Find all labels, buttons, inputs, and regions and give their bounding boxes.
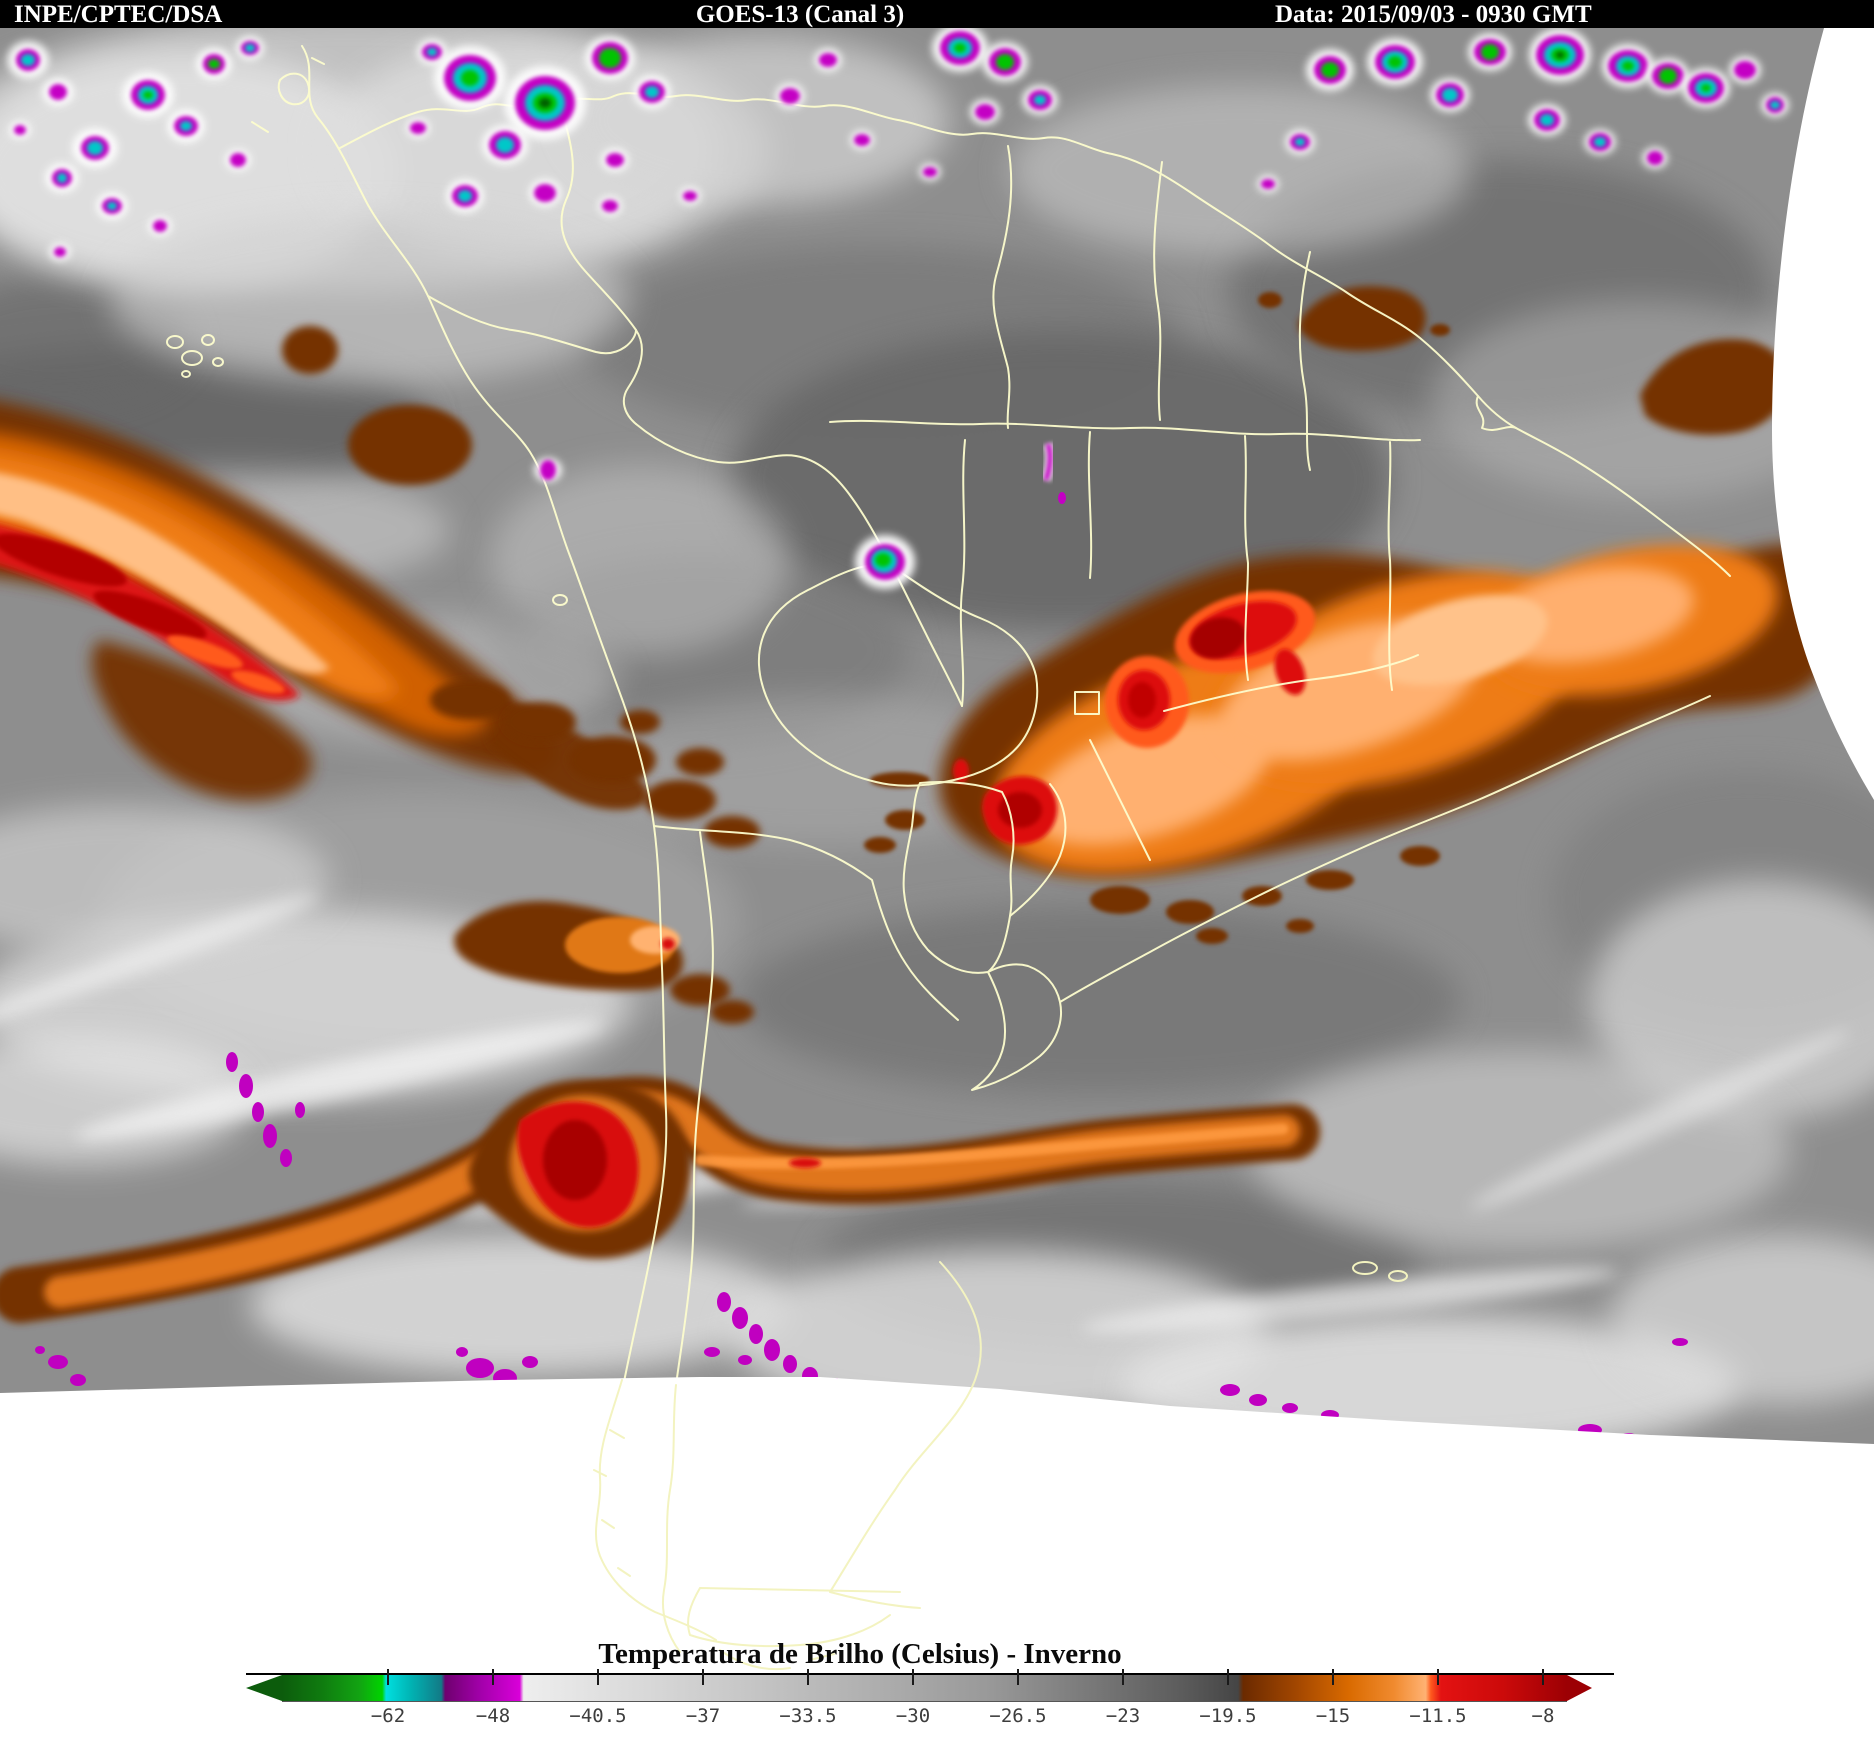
- dry-band-pacific: [0, 326, 648, 810]
- agency-label: INPE/CPTEC/DSA: [14, 1, 223, 28]
- dry-patches-central: [430, 680, 760, 1024]
- dry-region-east-brazil: [864, 286, 1835, 944]
- datetime-label: Data: 2015/09/03 - 0930 GMT: [1275, 1, 1592, 28]
- header-bar: INPE/CPTEC/DSA GOES-13 (Canal 3) Data: 2…: [0, 0, 1874, 28]
- legend-title: Temperatura de Brilho (Celsius) - Invern…: [598, 1638, 1122, 1670]
- scan-edge-mask: [0, 28, 1874, 1753]
- satellite-channel-label: GOES-13 (Canal 3): [695, 1, 905, 28]
- map-borders-south: [593, 1261, 1408, 1671]
- dry-band-south: [0, 1076, 1320, 1323]
- convective-cells: [7, 24, 1789, 589]
